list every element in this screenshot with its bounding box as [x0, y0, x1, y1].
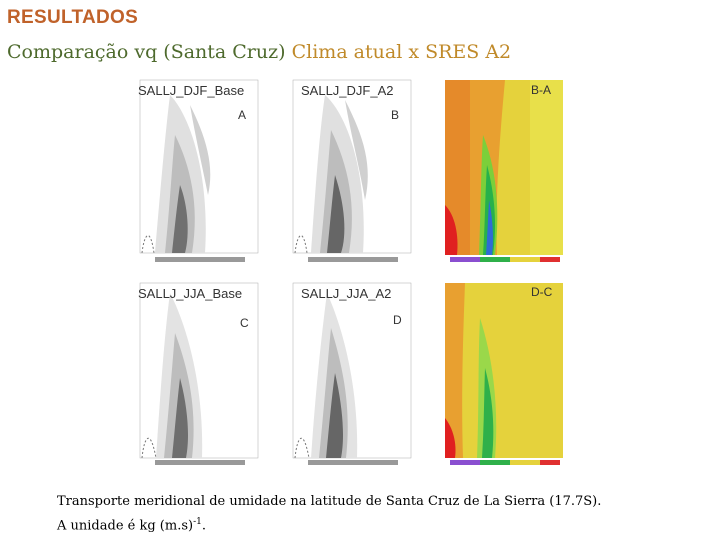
contour-plot-jja-base [139, 282, 259, 465]
panel-label: SALLJ_DJF_A2 [301, 83, 394, 98]
panel-djf-base: SALLJ_DJF_Base A [130, 75, 260, 265]
caption-line-2: A unidade é kg (m.s)-1. [57, 517, 206, 534]
subtitle-comparison: Comparação vq (Santa Cruz) [7, 41, 286, 63]
section-heading: RESULTADOS [7, 7, 139, 28]
caption-line-1: Transporte meridional de umidade na lati… [57, 494, 602, 509]
subtitle-scenario: Clima atual x SRES A2 [291, 41, 512, 63]
panel-label: SALLJ_DJF_Base [138, 83, 245, 98]
figure-caption: Transporte meridional de umidade na lati… [57, 492, 601, 536]
slide-subtitle: Comparação vq (Santa Cruz) Clima atual x… [7, 41, 511, 63]
difference-plot-jja [445, 283, 563, 465]
panel-jja-a2: SALLJ_JJA_A2 D [283, 278, 413, 468]
panel-letter: D [393, 313, 402, 327]
panel-letter: A [238, 108, 247, 122]
contour-plot-djf-a2 [292, 79, 412, 262]
panel-letter: C [240, 316, 249, 330]
contour-plot-djf-base [139, 79, 259, 262]
panel-letter: D-C [531, 285, 553, 299]
panel-djf-difference: B-A [435, 75, 565, 265]
panel-jja-difference: D-C [435, 278, 565, 468]
difference-plot-djf [445, 80, 563, 262]
panel-label: SALLJ_JJA_A2 [301, 286, 392, 301]
panel-letter: B-A [531, 83, 552, 97]
panel-letter: B [391, 108, 400, 122]
contour-plot-jja-a2 [292, 282, 412, 465]
panel-label: SALLJ_JJA_Base [138, 286, 243, 301]
panel-jja-base: SALLJ_JJA_Base C [130, 278, 260, 468]
panel-djf-a2: SALLJ_DJF_A2 B [283, 75, 413, 265]
